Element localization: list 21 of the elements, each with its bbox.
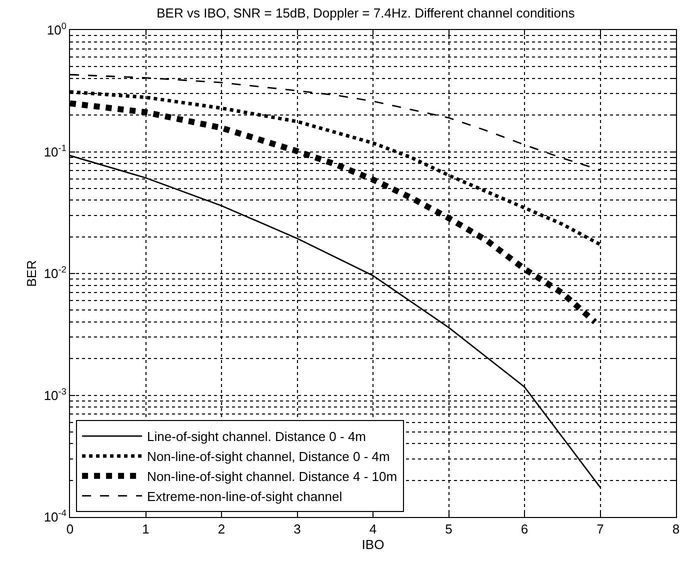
x-tick-label: 7 (596, 522, 604, 537)
y-axis-title: BER (24, 260, 39, 287)
chart-title: BER vs IBO, SNR = 15dB, Doppler = 7.4Hz. Different channel conditions (156, 6, 576, 21)
x-axis-title: IBO (362, 537, 384, 552)
x-tick-label: 3 (294, 522, 301, 537)
y-tick-label: 10$^{-3}$ (44, 386, 66, 403)
x-tick-label: 5 (445, 522, 452, 537)
y-tick-label: 10$^{-4}$ (44, 508, 66, 525)
x-tick-label: 1 (142, 522, 150, 537)
x-tick-label: 8 (672, 522, 680, 537)
x-tick-label: 4 (369, 522, 377, 537)
x-tick-label: 6 (520, 522, 528, 537)
legend-label: Line-of-sight channel. Distance 0 - 4m (147, 429, 366, 444)
y-tick-label: 10$^{0}$ (46, 21, 66, 38)
legend-label: Non-line-of-sight channel. Distance 4 - 10m (147, 468, 398, 484)
x-tick-label: 0 (66, 522, 74, 537)
legend-label: Extreme-non-line-of-sight channel (147, 488, 342, 504)
x-tick-label: 2 (218, 522, 226, 537)
y-tick-label: 10$^{-1}$ (44, 142, 66, 160)
y-tick-label: 10$^{-2}$ (44, 264, 66, 282)
legend-label: Non-line-of-sight channel, Distance 0 - 4m (147, 449, 390, 464)
